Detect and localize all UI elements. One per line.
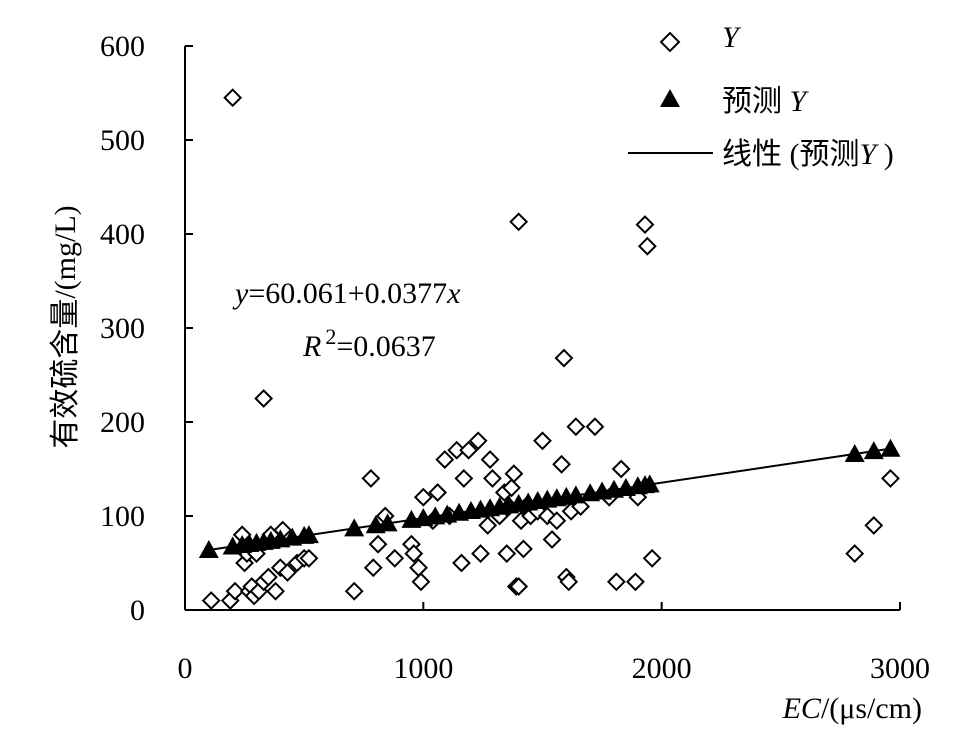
observed-point [468, 431, 488, 451]
axes: 0 100 200 300 400 500 600 0 1000 2000 3000 [100, 30, 930, 685]
observed-point [509, 212, 529, 232]
observed-point [478, 515, 498, 535]
y-tick-label: 0 [130, 594, 145, 627]
predicted-points [198, 438, 901, 559]
observed-point [497, 544, 517, 564]
equation-line-1: y=60.061+0.0377x [232, 277, 461, 310]
y-tick-label: 500 [100, 124, 145, 157]
x-tick-label: 0 [178, 652, 193, 685]
predicted-point [880, 438, 901, 457]
observed-point [483, 468, 502, 488]
predicted-point [344, 518, 365, 537]
observed-point [626, 572, 645, 592]
observed-point [552, 454, 571, 474]
observed-point [363, 558, 383, 578]
legend-predicted-label: 预测 Y [722, 85, 810, 118]
predicted-point [639, 474, 660, 493]
legend-trend-prefix: 线性 (预测 [722, 138, 860, 171]
observed-point [344, 581, 364, 601]
observed-point [845, 544, 865, 564]
x-axis-title-var: EC [782, 692, 822, 725]
regression-equation: y=60.061+0.0377x R 2=0.0637 [232, 277, 461, 363]
observed-point [454, 468, 474, 488]
y-axis-title: 有效硫含量/(mg/L) [49, 205, 82, 448]
eq-x-var: x [446, 277, 461, 310]
observed-point [480, 450, 500, 470]
observed-point [864, 515, 884, 535]
observed-point [471, 544, 490, 564]
observed-point [881, 468, 900, 488]
eq-r-var: R [302, 330, 321, 363]
observed-point [547, 511, 567, 531]
observed-point [435, 450, 455, 470]
predicted-point [844, 443, 865, 462]
observed-point [606, 572, 626, 592]
observed-point [361, 468, 381, 488]
observed-point [637, 236, 657, 256]
legend-trend-var: Y [860, 138, 880, 171]
observed-point [259, 567, 278, 587]
x-tick-label: 2000 [632, 652, 692, 685]
observed-point [254, 389, 274, 408]
observed-point [642, 548, 662, 568]
observed-point [428, 483, 448, 502]
observed-point [537, 506, 557, 526]
legend-triangle-marker [660, 89, 680, 107]
x-tick-label: 3000 [870, 652, 930, 685]
observed-point [266, 581, 285, 601]
observed-point [278, 562, 297, 582]
observed-point [201, 591, 221, 611]
observed-point [404, 544, 424, 564]
legend-trend-label: 线性 (预测Y ) [722, 138, 894, 171]
observed-point [533, 431, 552, 451]
predicted-point [863, 441, 884, 460]
y-tick-label: 400 [100, 218, 145, 251]
observed-point [385, 548, 405, 568]
predicted-point [377, 513, 398, 532]
y-tick-label: 600 [100, 30, 145, 63]
eq-coefficients: =60.061+0.0377 [248, 277, 447, 310]
y-tick-label: 200 [100, 406, 145, 439]
legend-observed-label: Y [722, 21, 742, 54]
observed-point [411, 572, 431, 592]
x-axis-title: EC/(μs/cm) [782, 692, 922, 725]
observed-point [459, 440, 479, 460]
eq-y-var: y [232, 277, 249, 310]
observed-point [299, 548, 319, 568]
predicted-point [565, 485, 586, 504]
observed-point [542, 530, 562, 549]
x-tick-label: 1000 [393, 652, 453, 685]
y-tick-label: 300 [100, 312, 145, 345]
observed-point [223, 88, 243, 108]
observed-point [509, 577, 529, 596]
legend: Y 预测 Y 线性 (预测Y ) [628, 21, 894, 171]
legend-predicted-prefix: 预测 [722, 85, 790, 118]
eq-r-value: =0.0637 [336, 330, 435, 363]
observed-point [225, 581, 245, 601]
observed-points [201, 88, 900, 611]
observed-point [611, 459, 631, 479]
observed-point [514, 539, 533, 559]
observed-point [452, 553, 471, 573]
observed-point [502, 478, 521, 498]
observed-point [413, 487, 433, 507]
predicted-point [198, 540, 219, 559]
legend-predicted-var: Y [790, 85, 810, 118]
observed-point [566, 417, 586, 437]
observed-point [368, 534, 388, 554]
x-axis-title-unit: /(μs/cm) [821, 692, 922, 725]
eq-r-exponent: 2 [325, 324, 336, 349]
observed-point [635, 215, 655, 235]
equation-line-2: R 2=0.0637 [302, 324, 436, 363]
observed-point [559, 572, 579, 592]
y-tick-label: 100 [100, 500, 145, 533]
predicted-point [298, 525, 319, 544]
legend-trend-suffix: ) [876, 138, 894, 171]
observed-point [504, 464, 524, 484]
observed-point [554, 348, 574, 368]
observed-point [585, 417, 605, 437]
legend-diamond-marker [659, 31, 681, 53]
